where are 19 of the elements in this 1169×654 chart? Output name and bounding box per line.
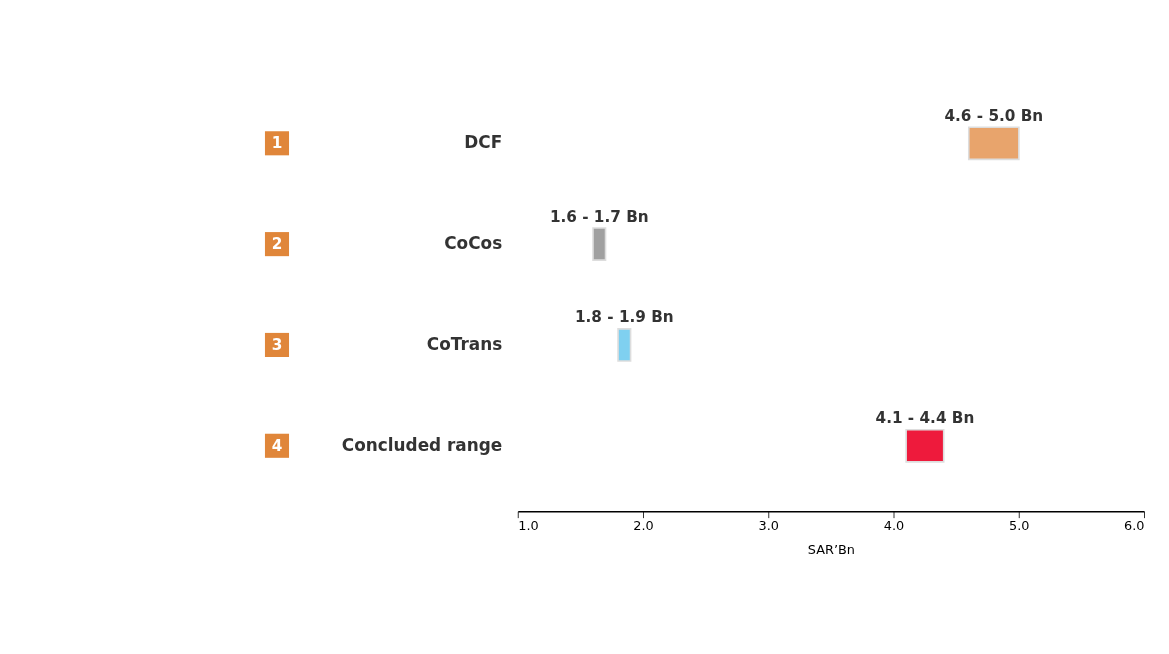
x-tick-label: 5.0 xyxy=(1009,518,1030,534)
x-axis-title: SAR’Bn xyxy=(807,542,855,558)
text: 1 xyxy=(271,134,283,153)
text: 2 xyxy=(271,234,283,253)
annotation: 1.6 - 1.7 Bn xyxy=(549,207,649,226)
x-tick-label: 6.0 xyxy=(1124,518,1145,534)
text: 4 xyxy=(271,436,283,455)
annotation: 4.1 - 4.4 Bn xyxy=(875,409,975,428)
annotation: 1.8 - 1.9 Bn xyxy=(574,308,674,327)
x-tick-label: 1.0 xyxy=(518,518,539,534)
x-tick-label: 3.0 xyxy=(758,518,779,534)
x-tick-label: 2.0 xyxy=(633,518,654,534)
x-tick-label: 4.0 xyxy=(883,518,905,534)
y-tick-label: CoTrans xyxy=(426,333,503,354)
y-tick-label: Concluded range xyxy=(341,434,503,455)
text: 3 xyxy=(271,335,283,354)
y-tick-label: DCF xyxy=(464,132,503,153)
y-tick-label: CoCos xyxy=(444,232,503,253)
annotation: 4.6 - 5.0 Bn xyxy=(944,106,1044,125)
